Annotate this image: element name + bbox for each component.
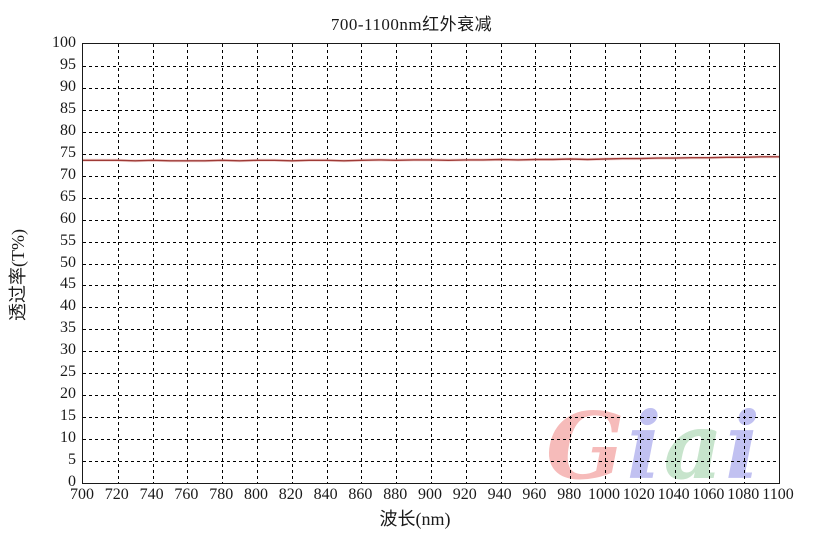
x-tick-label: 860 [348,486,373,503]
y-tick-label: 15 [60,407,76,425]
giai-watermark: Giai [546,396,762,496]
watermark-letter: a [663,392,726,500]
y-tick-label: 20 [60,385,76,403]
x-tick-label: 980 [557,486,582,503]
x-axis-title: 波长(nm) [379,509,451,529]
x-tick-label: 940 [487,486,512,503]
y-tick-label: 35 [60,319,76,337]
y-tick-label: 60 [60,209,76,227]
x-tick-label: 1080 [727,486,760,503]
x-tick-label: 820 [278,486,303,503]
y-tick-label: 10 [60,429,76,447]
x-tick-label: 1000 [588,486,620,503]
y-tick-label: 40 [60,297,76,315]
watermark-letter: G [546,392,627,500]
y-tick-label: 50 [60,253,76,271]
y-tick-label: 5 [68,451,76,469]
y-tick-label: 70 [60,165,76,183]
watermark-letter: i [626,392,664,500]
watermark-letter: i [725,392,763,500]
x-tick-label: 740 [139,486,164,503]
x-tick-label: 800 [244,486,268,503]
y-tick-label: 85 [60,99,76,117]
y-tick-label: 90 [60,77,76,95]
x-tick-label: 760 [174,486,199,503]
x-tick-label: 1060 [692,486,725,503]
x-tick-label: 720 [104,486,129,503]
y-tick-label: 25 [60,363,76,381]
x-tick-label: 1100 [762,486,794,503]
chart-title: 700-1100nm红外衰减 [330,15,493,34]
y-tick-label: 75 [60,143,76,161]
y-tick-label: 95 [60,55,76,73]
y-tick-label: 65 [60,187,76,205]
y-tick-label: 55 [60,231,76,249]
gridlines [83,44,779,483]
x-tick-label: 840 [313,486,338,503]
x-tick-label: 780 [209,486,234,503]
transmission-line [83,156,779,162]
x-tick-label: 900 [418,486,442,503]
x-tick-label: 1020 [622,486,655,503]
y-tick-label: 30 [60,341,76,359]
x-tick-label: 960 [522,486,547,503]
x-tick-label: 700 [70,486,94,503]
y-tick-label: 80 [60,121,76,139]
plot-area [82,43,780,484]
y-tick-label: 100 [52,34,76,51]
y-tick-label: 45 [60,275,76,293]
x-tick-label: 880 [383,486,408,503]
y-tick-label: 0 [68,473,76,490]
y-axis-title: 透过率(T%) [8,229,28,321]
x-tick-label: 920 [452,486,477,503]
x-tick-label: 1040 [657,486,690,503]
plot-canvas [83,44,779,483]
